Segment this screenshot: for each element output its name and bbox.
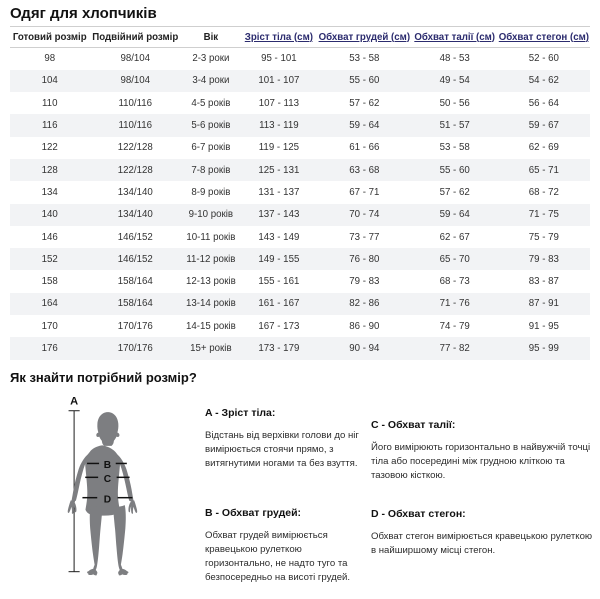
svg-text:B: B [104,460,111,471]
svg-text:C: C [104,474,112,485]
svg-text:A: A [70,395,78,407]
svg-text:D: D [104,494,111,505]
